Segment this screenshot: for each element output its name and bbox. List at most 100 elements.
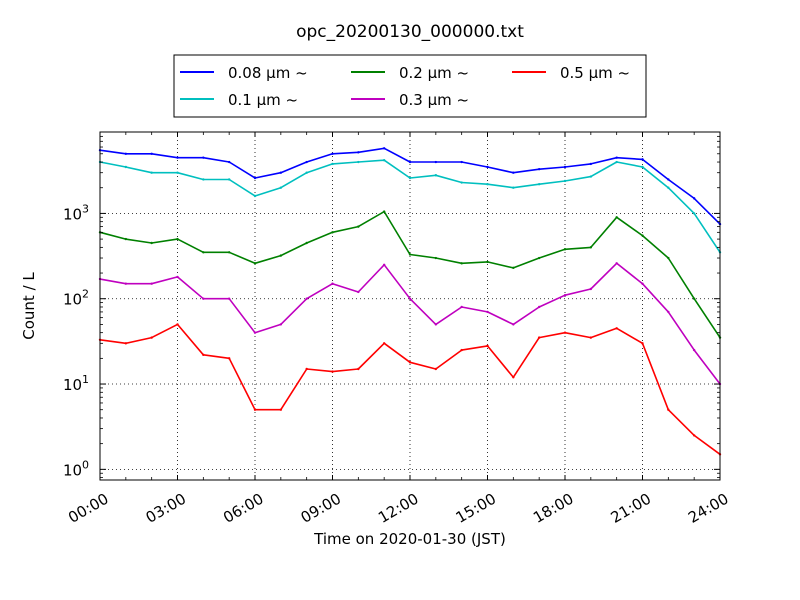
data-point (667, 186, 670, 189)
data-point (357, 290, 360, 294)
data-point (563, 293, 567, 297)
data-point (641, 342, 644, 345)
data-point (537, 256, 541, 260)
y-tick-base: 10 (63, 376, 82, 394)
data-point (641, 158, 644, 161)
legend-label: 0.3 μm ~ (399, 91, 469, 109)
data-point (305, 367, 308, 371)
data-point (641, 282, 644, 285)
data-point (202, 178, 205, 181)
x-tick-label: 21:00 (608, 490, 654, 527)
data-point (357, 160, 360, 164)
y-tick-exponent: 3 (82, 202, 89, 215)
data-point (227, 297, 231, 300)
data-point (692, 348, 696, 352)
data-point (486, 165, 489, 169)
x-tick-label: 09:00 (298, 490, 344, 527)
data-point (382, 159, 386, 162)
data-point (331, 282, 334, 285)
data-point (563, 331, 567, 334)
data-point (176, 156, 179, 159)
legend: 0.08 μm ~ 0.1 μm ~ 0.2 μm ~ 0.3 μm ~ 0.5 μm … (173, 54, 647, 118)
y-tick-label: 101 (63, 373, 89, 394)
y-tick-base: 10 (63, 205, 82, 223)
data-point (124, 165, 128, 169)
data-point (253, 331, 257, 334)
x-tick-label: 12:00 (375, 490, 421, 527)
x-tick-label: 06:00 (220, 490, 266, 527)
data-point (150, 171, 153, 174)
data-point (512, 323, 515, 326)
data-point (667, 310, 670, 314)
data-point (667, 256, 670, 260)
data-point (512, 171, 515, 174)
data-point (408, 361, 412, 364)
data-point (176, 323, 179, 326)
data-point (486, 310, 489, 314)
data-point (227, 178, 231, 181)
data-point (176, 275, 179, 279)
data-point (486, 260, 489, 264)
y-tick-label: 102 (63, 288, 89, 309)
data-point (124, 152, 128, 155)
data-point (434, 160, 438, 164)
legend-label: 0.1 μm ~ (228, 91, 298, 109)
data-point (253, 194, 257, 198)
grid-lines (99, 132, 721, 480)
y-tick-exponent: 0 (82, 458, 89, 471)
data-point (150, 241, 153, 245)
data-point (563, 165, 567, 169)
data-point (176, 171, 179, 174)
data-point (382, 210, 386, 213)
data-point (253, 262, 257, 265)
data-point (460, 305, 463, 309)
chart-title: opc_20200130_000000.txt (296, 22, 524, 42)
data-point (512, 376, 515, 379)
x-tick-label: 03:00 (143, 490, 189, 527)
legend-label: 0.08 μm ~ (228, 64, 308, 82)
data-point (202, 156, 205, 159)
data-point (641, 234, 644, 237)
data-point (589, 246, 593, 249)
data-point (124, 342, 128, 345)
data-point (124, 237, 128, 241)
data-point (124, 282, 128, 285)
legend-label: 0.5 μm ~ (560, 64, 630, 82)
data-point (253, 408, 257, 411)
data-point (227, 357, 231, 360)
data-point (615, 262, 618, 265)
data-point (408, 253, 412, 256)
data-point (279, 171, 283, 174)
x-tick-label: 15:00 (453, 490, 499, 527)
x-tick-label: 24:00 (685, 490, 731, 527)
data-point (279, 323, 283, 326)
data-point (641, 165, 644, 169)
data-point (279, 254, 283, 257)
data-point (305, 297, 308, 300)
data-point (150, 336, 153, 339)
data-point (512, 186, 515, 189)
x-axis-label: Time on 2020-01-30 (JST) (313, 530, 506, 548)
data-point (176, 237, 179, 241)
data-point (434, 323, 438, 326)
legend-label: 0.2 μm ~ (399, 64, 469, 82)
data-point (408, 176, 412, 180)
y-tick-base: 10 (63, 461, 82, 479)
y-tick-label: 100 (63, 458, 89, 479)
data-point (615, 160, 618, 164)
x-tick-label: 18:00 (530, 490, 576, 527)
data-point (202, 297, 205, 300)
data-point (357, 367, 360, 371)
data-point (563, 248, 567, 251)
data-point (331, 231, 334, 234)
data-point (692, 212, 696, 215)
data-point (305, 171, 308, 174)
data-point (486, 182, 489, 186)
data-point (331, 162, 334, 166)
y-tick-exponent: 1 (82, 373, 89, 386)
data-point (357, 225, 360, 228)
data-point (382, 263, 386, 266)
data-point (486, 344, 489, 348)
